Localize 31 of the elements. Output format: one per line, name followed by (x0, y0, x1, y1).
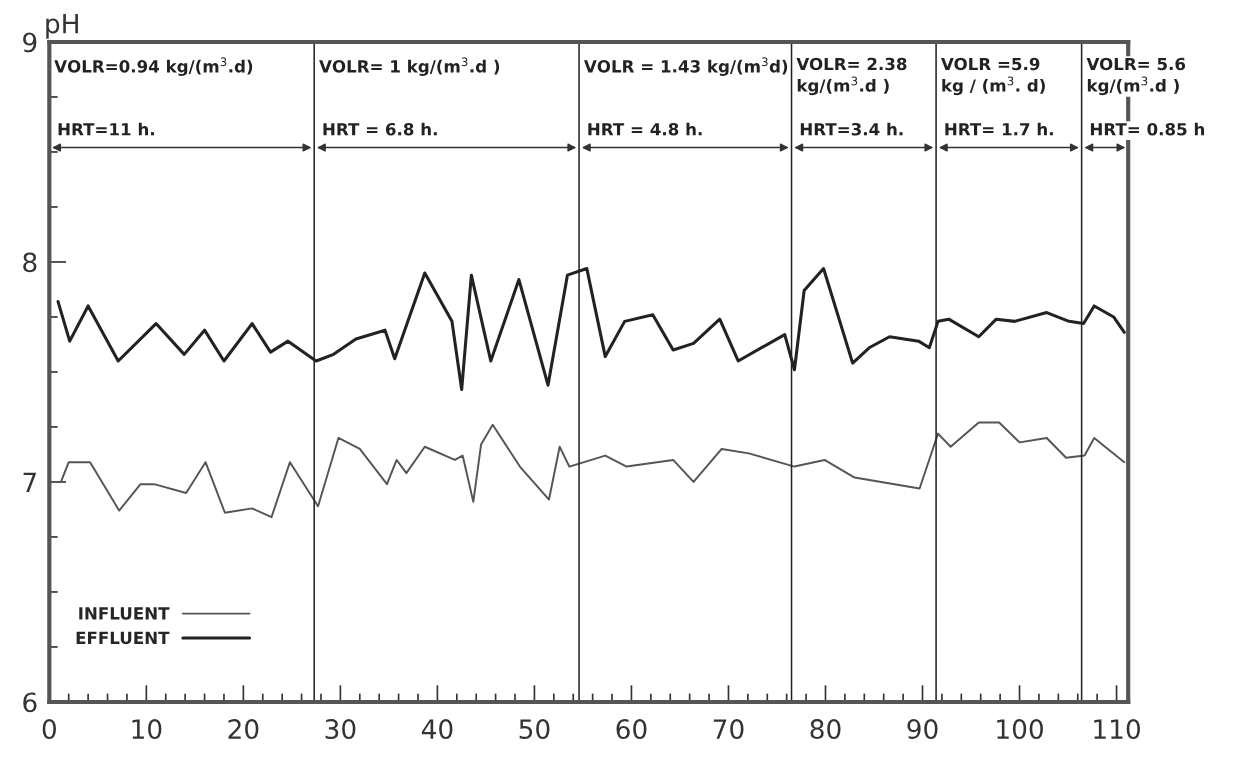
annotation: HRT=11 h. (58, 122, 154, 136)
annotation: VOLR = 1.43 kg/(m$^{3}$d) (583, 57, 788, 76)
annotation: HRT = 6.8 h. (323, 122, 437, 136)
x-tick-label: 30 (325, 719, 356, 740)
annotation: VOLR=0.94 kg/(m$^{3}$.d) (54, 57, 253, 76)
annotation: VOLR= 5.6 kg/(m$^{3}$.d ) (1086, 57, 1186, 96)
legend-label: INFLUENT (79, 607, 170, 620)
y-tick-label: 7 (23, 472, 36, 492)
x-tick-label: 40 (421, 719, 453, 740)
annotation: HRT=3.4 h. (800, 122, 903, 136)
legend-label: EFFLUENT (76, 631, 170, 645)
x-tick-label: 110 (1094, 719, 1140, 740)
x-tick-label: 0 (42, 719, 56, 740)
y-tick-label: 8 (23, 252, 37, 273)
annotation: HRT= 0.85 h (1090, 122, 1205, 136)
annotation: VOLR= 1 kg/(m$^{3}$.d ) (319, 57, 500, 76)
x-tick-label: 10 (132, 719, 162, 740)
annotation: HRT= 1.7 h. (945, 122, 1053, 136)
x-tick-label: 100 (997, 719, 1043, 740)
x-tick-label: 90 (907, 719, 938, 740)
x-tick-label: 60 (616, 719, 647, 740)
annotation: VOLR= 2.38 kg/(m$^{3}$.d ) (796, 57, 907, 96)
annotation: VOLR =5.9 kg / (m$^{3}$. d) (941, 57, 1045, 96)
y-tick-label: 6 (23, 692, 37, 713)
y-tick-label: 9 (23, 32, 37, 53)
x-tick-label: 20 (228, 719, 259, 740)
annotation: HRT = 4.8 h. (588, 122, 702, 136)
x-tick-label: 80 (810, 719, 841, 740)
x-tick-label: 70 (713, 719, 744, 740)
y-axis-title: pH (46, 13, 78, 39)
x-tick-label: 50 (519, 719, 550, 740)
